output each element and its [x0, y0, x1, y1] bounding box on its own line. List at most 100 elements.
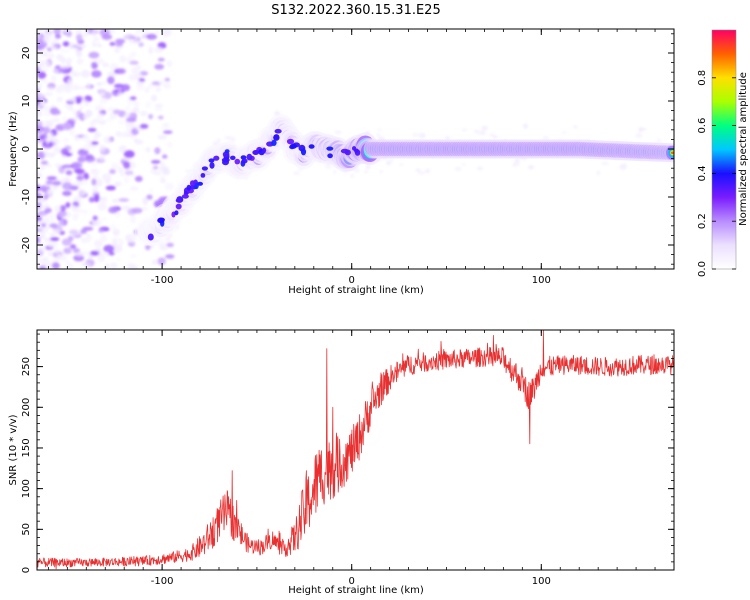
heatmap-ridge-hotspot — [224, 149, 230, 154]
heatmap-noise-blob — [53, 248, 61, 254]
heatmap-ridge-hotspot — [157, 217, 165, 224]
heatmap-noise-blob — [49, 132, 54, 138]
heatmap-noise-blob — [37, 140, 40, 148]
heatmap-noise-blob — [77, 86, 87, 90]
colorbar-ticks: 0.0 0.2 0.4 0.6 0.8 — [697, 70, 736, 277]
heatmap-ridge-hotspot — [175, 203, 182, 210]
heatmap-noise-blob — [90, 250, 100, 256]
heatmap-noise-blob — [83, 100, 90, 107]
heatmap-noise-blob — [97, 43, 102, 48]
heatmap-noise-blob — [110, 223, 116, 230]
heatmap-noise-blob — [126, 263, 135, 269]
heatmap-noise-blob — [42, 256, 49, 261]
colorbar-gradient — [712, 30, 736, 269]
heatmap-noise-blob — [57, 210, 67, 217]
heatmap-noise-blob — [111, 237, 120, 242]
heatmap-noise-blob — [100, 217, 108, 221]
heatmap-ridge-hotspot — [201, 166, 208, 171]
heatmap-noise-blob — [601, 161, 609, 166]
heatmap-noise-blob — [154, 63, 165, 70]
heatmap-ridge-cell — [670, 151, 674, 154]
heatmap-noise-blob — [51, 75, 57, 83]
heatmap-noise-blob — [103, 136, 113, 144]
heatmap-noise-blob — [153, 46, 164, 54]
heatmap-noise-blob — [57, 168, 66, 174]
spectrogram-ytick-label: 0 — [21, 146, 32, 152]
heatmap-noise-blob — [74, 29, 83, 35]
heatmap-noise-blob — [42, 59, 49, 66]
heatmap-noise-blob — [40, 79, 49, 84]
heatmap-noise-blob — [350, 173, 354, 178]
heatmap-noise-blob — [70, 205, 78, 212]
heatmap-noise-blob — [94, 131, 100, 139]
heatmap-noise-blob — [100, 91, 105, 97]
heatmap-noise-blob — [45, 137, 51, 145]
heatmap-noise-blob — [94, 104, 104, 112]
heatmap-noise-blob — [94, 247, 101, 252]
heatmap-noise-blob — [333, 170, 337, 174]
heatmap-noise-blob — [99, 97, 108, 105]
heatmap-noise-blob — [38, 246, 47, 253]
colorbar-tick-label: 0.6 — [697, 118, 708, 134]
heatmap-noise-blob — [63, 247, 72, 254]
spectrogram-xlabel: Height of straight line (km) — [288, 285, 424, 296]
heatmap-noise-blob — [104, 263, 110, 269]
heatmap-noise-blob — [114, 46, 120, 54]
heatmap-ridge-hotspot — [240, 155, 247, 160]
heatmap-noise-blob — [37, 82, 43, 90]
heatmap-noise-blob — [37, 184, 41, 192]
snr-ytick-label: 250 — [21, 357, 32, 376]
heatmap-noise-blob — [87, 254, 93, 261]
heatmap-noise-blob — [81, 113, 90, 120]
heatmap-noise-blob — [151, 94, 157, 102]
heatmap-noise-blob — [91, 161, 98, 167]
heatmap-noise-blob — [99, 155, 105, 162]
heatmap-noise-blob — [160, 174, 165, 182]
heatmap-noise-blob — [37, 151, 46, 159]
heatmap-noise-blob — [65, 170, 73, 176]
heatmap-noise-blob — [64, 85, 73, 93]
heatmap-noise-blob — [58, 220, 65, 226]
heatmap-noise-blob — [514, 158, 520, 164]
heatmap-noise-blob — [80, 70, 90, 78]
heatmap-noise-blob — [162, 122, 170, 128]
heatmap-noise-blob — [88, 51, 100, 59]
snr-axes-frame — [36, 329, 675, 571]
heatmap-ridge-hotspot — [252, 150, 260, 155]
heatmap-noise-blob — [94, 240, 103, 248]
heatmap-noise-blob — [542, 136, 549, 140]
heatmap-noise-blob — [49, 223, 58, 229]
heatmap-noise-blob — [123, 161, 131, 169]
heatmap-noise-blob — [115, 38, 126, 44]
heatmap-noise-blob — [37, 34, 43, 39]
heatmap-noise-blob — [47, 240, 54, 249]
heatmap-noise-blob — [461, 163, 467, 167]
heatmap-noise-blob — [108, 251, 115, 256]
heatmap-noise-blob — [158, 115, 164, 120]
heatmap-noise-blob — [513, 162, 517, 167]
heatmap-noise-blob — [85, 154, 94, 161]
heatmap-noise-blob — [123, 150, 135, 159]
heatmap-noise-blob — [163, 83, 172, 89]
heatmap-noise-blob — [93, 194, 100, 203]
spectrogram-xtick-label: 100 — [532, 275, 551, 286]
spectrogram-ytick-label: -20 — [21, 237, 32, 253]
heatmap-ridge-hotspot — [234, 158, 241, 165]
heatmap-ridge-hotspot — [186, 184, 191, 191]
heatmap-noise-blob — [145, 147, 151, 153]
heatmap-noise-blob — [115, 131, 122, 137]
heatmap-noise-blob — [136, 80, 145, 87]
snr-ytick-label: 50 — [21, 523, 32, 536]
heatmap-noise-blob — [76, 60, 83, 65]
heatmap-noise-blob — [425, 168, 430, 174]
heatmap-noise-blob — [139, 123, 149, 129]
spectrogram-ylabel: Frequency (Hz) — [8, 111, 19, 187]
heatmap-field — [37, 29, 674, 269]
figure-title: S132.2022.360.15.31.E25 — [271, 3, 440, 18]
heatmap-noise-blob — [37, 216, 43, 222]
heatmap-noise-blob — [77, 156, 86, 163]
heatmap-noise-blob — [59, 48, 70, 54]
heatmap-noise-blob — [61, 154, 67, 159]
heatmap-noise-blob — [67, 77, 73, 84]
